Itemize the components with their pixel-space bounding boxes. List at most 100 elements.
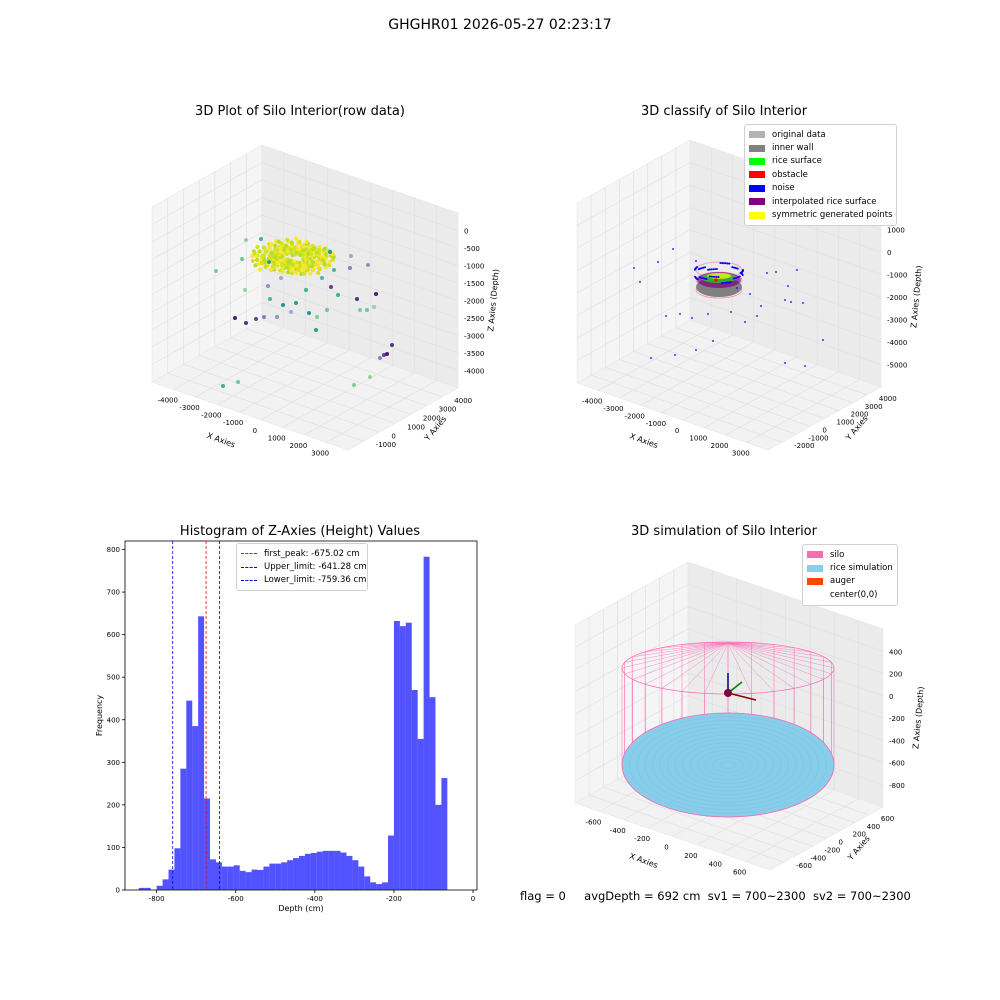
- plot4-side-gridline: [574, 628, 689, 693]
- histogram-bar: [346, 855, 353, 890]
- raw-point-surface: [299, 271, 304, 277]
- histogram-legend: first_peak: -675.02 cm Upper_limit: -641.…: [236, 543, 368, 592]
- histogram-y-tick: 0: [116, 887, 120, 895]
- raw-point-surface: [257, 267, 263, 272]
- histogram-y-tick: 500: [107, 674, 120, 682]
- plot1-floor-gridline: [230, 337, 427, 407]
- histogram-bar: [156, 885, 163, 890]
- silo-roof-wire: [727, 642, 811, 685]
- plot2-side-gridline: [576, 207, 691, 271]
- raw-point: [320, 276, 324, 280]
- raw-point-surface: [309, 264, 314, 269]
- raw-point-surface: [297, 263, 303, 269]
- raw-point: [281, 303, 285, 307]
- plot2-y-tick: 0: [822, 426, 826, 434]
- raw-point-surface: [260, 254, 265, 259]
- plot4-floor-gridline: [603, 786, 799, 855]
- classify-noise-point: [790, 301, 792, 303]
- classify-noise-point: [707, 313, 709, 315]
- plot1-back-gridline: [261, 302, 459, 371]
- plot4-y-tick: -600: [796, 862, 812, 870]
- legend-swatch: [807, 591, 823, 599]
- classify-noise-point: [749, 293, 751, 295]
- raw-point-surface: [299, 267, 305, 273]
- plot1-floor-gridline: [326, 380, 437, 443]
- classify-noise-point: [760, 305, 762, 307]
- raw-point-surface: [285, 249, 290, 254]
- histogram-bar: [245, 872, 252, 890]
- histogram-bar: [239, 870, 246, 890]
- classify-noise-point: [710, 268, 713, 271]
- raw-point-surface: [302, 264, 307, 269]
- plot4-z-tick: 200: [889, 671, 902, 679]
- silo-roof-wire: [681, 642, 729, 692]
- legend-swatch: [807, 551, 823, 559]
- plot4-z-tick: -600: [889, 760, 905, 768]
- plot2-x-tick: 0: [675, 427, 679, 435]
- raw-point: [267, 260, 271, 264]
- plot1-y-tick: 4000: [454, 397, 472, 405]
- plot2-back-gridline: [689, 297, 882, 365]
- histogram-bar: [144, 887, 151, 890]
- raw-point-surface: [322, 247, 327, 252]
- plot4-floor-gridline: [589, 794, 785, 863]
- legend-entry: silo: [807, 548, 893, 561]
- plot2-z-tick: -4000: [887, 339, 907, 347]
- plot1-z-label: Z Axies (Depth): [486, 269, 500, 332]
- rice-simulation-surface: [621, 712, 835, 818]
- raw-point-surface: [306, 248, 312, 253]
- plot2-floor-gridline: [605, 366, 797, 435]
- plot1-floor-gridline: [195, 334, 306, 398]
- raw-point-surface: [305, 267, 311, 272]
- histogram-bar: [257, 869, 264, 890]
- classify-noise-point: [756, 315, 758, 317]
- simulation-legend: silo rice simulation auger center(0,0): [802, 544, 898, 606]
- classify-noise-point: [724, 262, 727, 265]
- histogram-bar: [221, 866, 228, 890]
- plot1-z-tick: -2000: [464, 298, 484, 306]
- raw-point-surface: [294, 271, 299, 276]
- raw-point: [214, 269, 218, 273]
- silo-roof-wire: [727, 642, 775, 692]
- histogram-bar: [299, 855, 305, 890]
- classify-noise-point: [722, 281, 725, 284]
- raw-point-surface: [262, 257, 267, 263]
- raw-point-surface: [310, 243, 315, 248]
- status-flag: flag = 0: [520, 889, 566, 903]
- legend-entry: original data: [749, 128, 892, 141]
- raw-point: [279, 276, 283, 280]
- raw-point-surface: [250, 253, 255, 259]
- plot1-back-gridline: [261, 284, 459, 354]
- plot4-side-gridline: [574, 672, 689, 737]
- plot1-back-gridline: [261, 232, 459, 301]
- legend-swatch: [749, 131, 765, 139]
- raw-point-surface: [267, 246, 272, 251]
- histogram-bar: [364, 876, 371, 890]
- classify-noise-point: [695, 349, 697, 351]
- raw-point: [268, 297, 272, 301]
- classify-noise-point: [719, 262, 722, 265]
- histogram-bar: [162, 879, 169, 890]
- plot4-x-tick: 0: [664, 844, 668, 852]
- raw-point-surface: [316, 263, 321, 268]
- classify-noise-point: [695, 260, 697, 262]
- raw-point-surface: [290, 266, 295, 271]
- plot2-side-gridline: [576, 297, 691, 361]
- raw-point: [236, 380, 240, 384]
- rice-mesh: [682, 742, 774, 788]
- silo-roof-wire: [727, 642, 824, 657]
- legend-swatch: [749, 198, 765, 206]
- classify-noise-point: [802, 302, 804, 304]
- raw-point-surface: [322, 262, 327, 267]
- raw-point: [355, 297, 359, 301]
- plot1-floor-gridline: [183, 363, 380, 433]
- raw-point: [358, 308, 362, 312]
- classify-noise-point: [715, 275, 718, 278]
- raw-point-surface: [286, 270, 291, 275]
- raw-point-surface: [252, 251, 257, 256]
- rice-mesh: [667, 735, 789, 795]
- plot2-back-gridline: [689, 207, 882, 275]
- legend-label: original data: [772, 129, 826, 140]
- histogram-bar: [388, 835, 394, 890]
- silo-roof-wire: [727, 642, 832, 663]
